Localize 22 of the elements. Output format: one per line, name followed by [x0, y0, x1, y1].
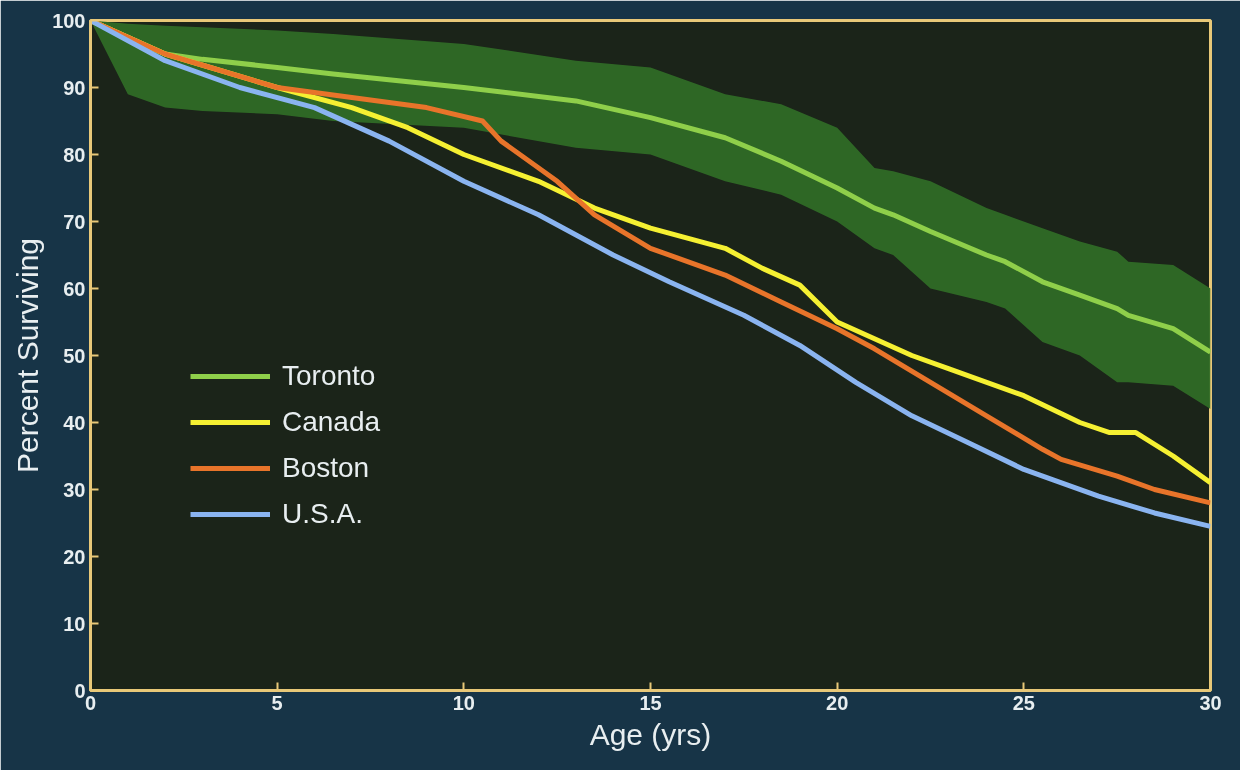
- y-tick-label: 80: [63, 143, 86, 166]
- y-tick-label: 100: [52, 9, 86, 32]
- y-axis-title: Percent Surviving: [11, 237, 45, 474]
- legend-label: U.S.A.: [282, 498, 363, 530]
- legend-label: Toronto: [282, 360, 376, 392]
- x-axis-title: Age (yrs): [589, 717, 712, 751]
- legend-label: Canada: [282, 406, 381, 438]
- x-tick-label: 5: [271, 691, 283, 714]
- y-tick-label: 20: [63, 545, 86, 568]
- y-tick-label: 10: [63, 612, 86, 635]
- y-tick-label: 60: [63, 277, 86, 300]
- legend-label: Boston: [282, 452, 370, 484]
- x-tick-label: 15: [639, 691, 662, 714]
- y-tick-label: 40: [63, 411, 86, 434]
- x-tick-label: 10: [452, 691, 475, 714]
- x-tick-label: 30: [1199, 691, 1222, 714]
- y-tick-label: 30: [63, 478, 86, 501]
- y-tick-label: 70: [63, 210, 86, 233]
- y-tick-label: 90: [63, 76, 86, 99]
- x-tick-label: 25: [1012, 691, 1035, 714]
- y-tick-label: 50: [63, 344, 86, 367]
- x-tick-label: 20: [826, 691, 849, 714]
